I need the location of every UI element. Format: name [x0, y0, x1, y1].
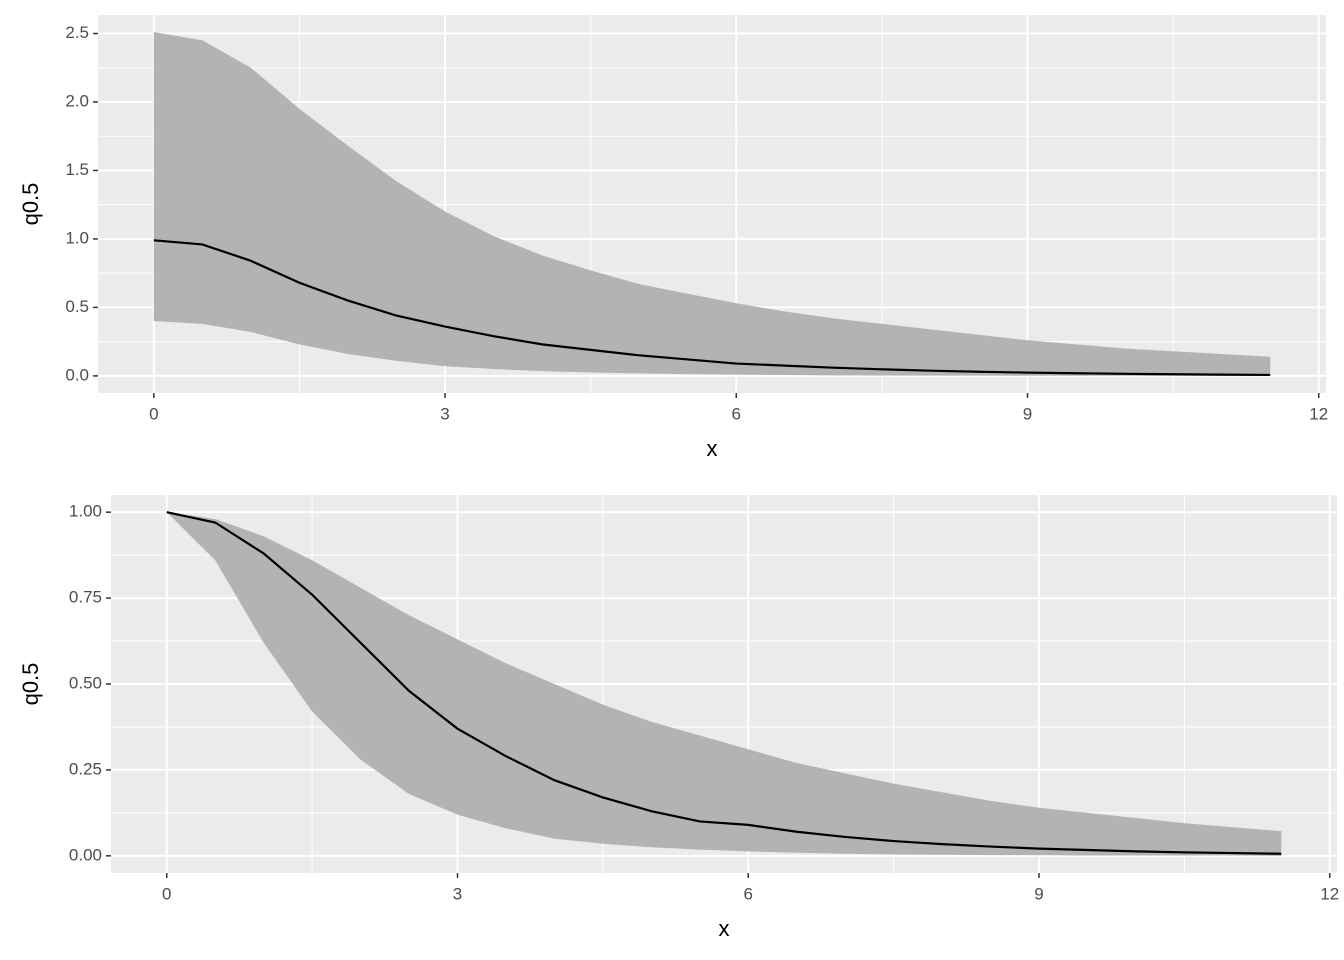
y-axis-title: q0.5	[18, 183, 43, 226]
y-tick-label: 0.50	[69, 673, 102, 692]
y-tick-label: 0.00	[69, 845, 102, 864]
x-tick-label: 0	[162, 884, 171, 903]
x-axis-title: x	[707, 436, 718, 461]
x-tick-label: 12	[1309, 404, 1328, 423]
y-tick-label: 1.00	[69, 502, 102, 521]
y-tick-label: 1.5	[65, 160, 89, 179]
ribbon	[153, 32, 1271, 376]
y-tick-label: 1.0	[65, 228, 89, 247]
x-tick-label: 6	[743, 884, 752, 903]
line	[166, 511, 1282, 855]
x-tick-label: 0	[149, 404, 158, 423]
y-tick-label: 0.25	[69, 759, 102, 778]
y-tick-label: 0.5	[65, 297, 89, 316]
x-tick-label: 3	[453, 884, 462, 903]
x-tick-label: 12	[1320, 884, 1339, 903]
line	[153, 239, 1271, 377]
x-axis-title: x	[719, 916, 730, 941]
y-tick-label: 2.0	[65, 91, 89, 110]
y-tick-label: 2.5	[65, 23, 89, 42]
y-tick-label: 0.0	[65, 365, 89, 384]
x-tick-label: 9	[1023, 404, 1032, 423]
x-tick-label: 3	[440, 404, 449, 423]
y-tick-label: 0.75	[69, 588, 102, 607]
ribbon	[166, 512, 1282, 856]
y-axis-title: q0.5	[18, 663, 43, 706]
x-tick-label: 9	[1034, 884, 1043, 903]
x-tick-label: 6	[732, 404, 741, 423]
